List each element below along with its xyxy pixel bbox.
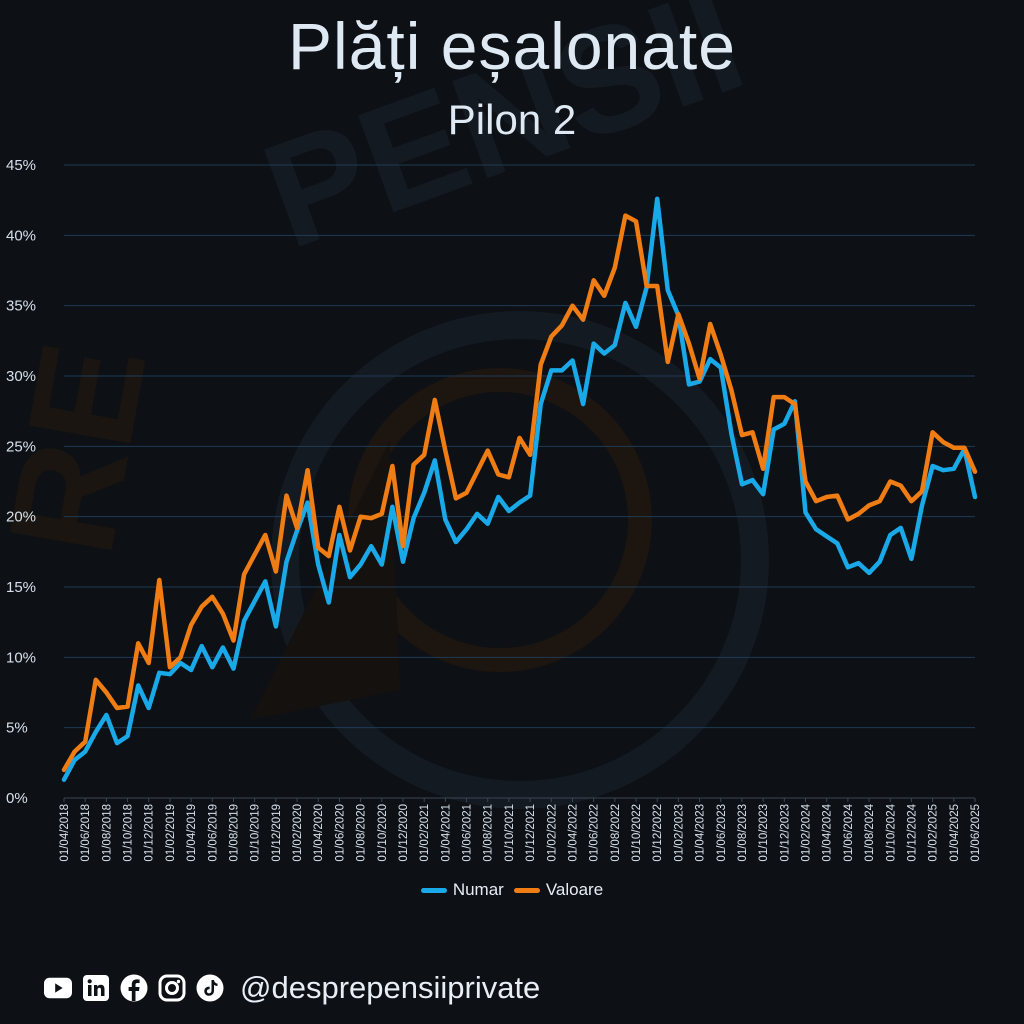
x-tick-label: 01/10/2018 xyxy=(123,804,135,862)
x-tick-label: 01/08/2023 xyxy=(737,804,749,862)
x-tick-label: 01/06/2019 xyxy=(207,804,219,862)
y-tick-label: 35% xyxy=(6,298,36,315)
x-tick-label: 01/02/2022 xyxy=(546,804,558,862)
x-tick-label: 01/08/2021 xyxy=(483,804,495,862)
instagram-icon[interactable] xyxy=(158,974,186,1002)
footer: @desprepensiiprivate xyxy=(44,970,540,1006)
x-tick-label: 01/02/2024 xyxy=(801,803,813,861)
x-tick-label: 01/02/2019 xyxy=(165,804,177,862)
x-tick-label: 01/12/2019 xyxy=(271,804,283,862)
x-tick-label: 01/06/2020 xyxy=(334,804,346,862)
x-tick-label: 01/12/2020 xyxy=(398,804,410,862)
x-tick-label: 01/12/2018 xyxy=(144,804,156,862)
x-tick-label: 01/12/2022 xyxy=(652,804,664,862)
x-tick-label: 01/10/2020 xyxy=(377,804,389,862)
x-tick-label: 01/10/2019 xyxy=(250,804,262,862)
x-tick-label: 01/04/2018 xyxy=(59,804,71,862)
x-tick-label: 01/02/2020 xyxy=(292,804,304,862)
tiktok-icon[interactable] xyxy=(196,974,224,1002)
x-tick-label: 01/10/2023 xyxy=(758,804,770,862)
x-tick-label: 01/12/2024 xyxy=(906,803,918,861)
legend-label-valoare: Valoare xyxy=(545,880,604,899)
series-line-numar xyxy=(61,196,978,782)
y-tick-label: 0% xyxy=(6,790,28,807)
x-tick-label: 01/04/2020 xyxy=(313,804,325,862)
y-tick-label: 15% xyxy=(6,579,36,596)
social-handle[interactable]: @desprepensiiprivate xyxy=(240,970,541,1005)
chart-title: Plăți eșalonate xyxy=(288,9,736,83)
x-tick-label: 01/04/2024 xyxy=(822,803,834,861)
legend-swatch-numar xyxy=(420,887,447,893)
y-tick-label: 10% xyxy=(6,649,36,666)
x-tick-label: 01/06/2018 xyxy=(80,804,92,862)
x-tick-label: 01/04/2025 xyxy=(949,804,961,862)
x-tick-label: 01/10/2022 xyxy=(631,804,643,862)
x-tick-label: 01/06/2021 xyxy=(462,804,474,862)
chart-legend: Numar Valoare xyxy=(0,880,1024,900)
x-tick-label: 01/08/2018 xyxy=(101,804,113,862)
x-tick-label: 01/02/2023 xyxy=(673,804,685,862)
x-tick-label: 01/04/2021 xyxy=(440,804,452,862)
legend-swatch-valoare xyxy=(513,887,540,893)
x-tick-label: 01/02/2025 xyxy=(928,804,940,862)
series-line-valoare xyxy=(61,213,978,773)
legend-item-numar: Numar xyxy=(420,880,504,900)
legend-item-valoare: Valoare xyxy=(513,880,604,900)
x-tick-label: 01/04/2019 xyxy=(186,804,198,862)
chart-subtitle: Pilon 2 xyxy=(447,96,577,143)
x-tick-label: 01/04/2022 xyxy=(567,804,579,862)
legend-label-numar: Numar xyxy=(452,880,504,899)
line-chart: 0% 5% 10% 15% 20% 25% 30% 35% 40% 45% 01/04/2018 0… xyxy=(6,157,982,862)
y-tick-label: 20% xyxy=(6,509,36,526)
x-tick-label: 01/06/2023 xyxy=(716,804,728,862)
x-tick-label: 01/10/2021 xyxy=(504,804,516,862)
x-tick-label: 01/12/2023 xyxy=(779,804,791,862)
y-tick-label: 40% xyxy=(6,227,36,244)
y-tick-label: 45% xyxy=(6,157,36,174)
facebook-icon[interactable] xyxy=(120,974,148,1002)
x-tick-label: 01/04/2023 xyxy=(695,804,707,862)
x-tick-label: 01/12/2021 xyxy=(525,804,537,862)
x-tick-label: 01/08/2022 xyxy=(610,804,622,862)
x-tick-label: 01/08/2020 xyxy=(356,804,368,862)
y-tick-label: 30% xyxy=(6,368,36,385)
x-tick-label: 01/06/2024 xyxy=(843,803,855,861)
linkedin-icon[interactable] xyxy=(82,974,110,1002)
youtube-icon[interactable] xyxy=(44,974,72,1002)
x-tick-label: 01/06/2022 xyxy=(589,804,601,862)
x-tick-label: 01/06/2025 xyxy=(970,804,982,862)
x-tick-label: 01/10/2024 xyxy=(885,803,897,861)
y-tick-label: 25% xyxy=(6,438,36,455)
y-tick-label: 5% xyxy=(6,720,28,737)
x-tick-label: 01/08/2024 xyxy=(864,803,876,861)
x-tick-label: 01/02/2021 xyxy=(419,804,431,862)
x-tick-label: 01/08/2019 xyxy=(228,804,240,862)
